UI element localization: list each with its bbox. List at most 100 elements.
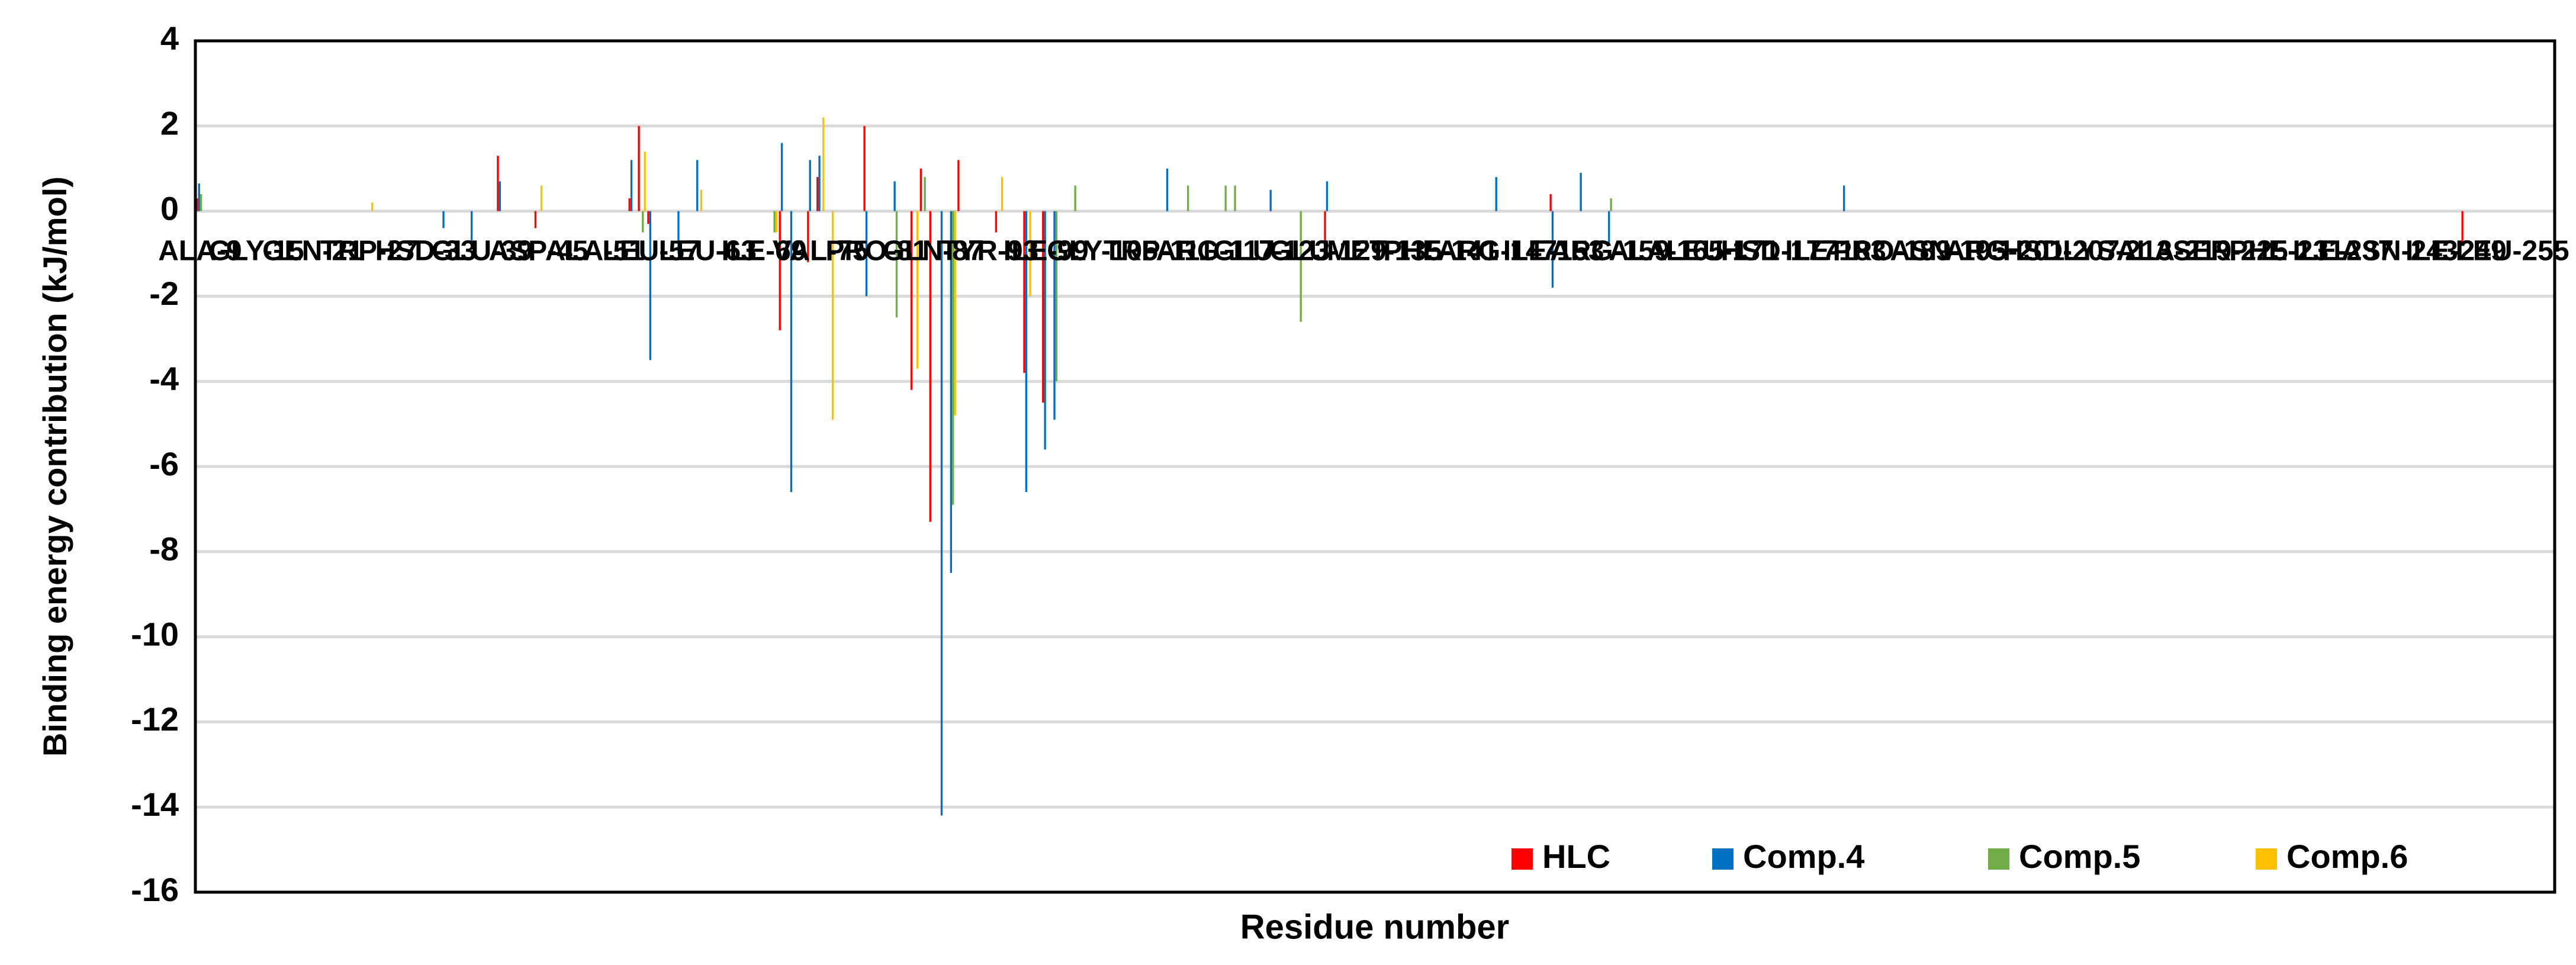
bar xyxy=(952,211,954,505)
bar xyxy=(863,126,866,211)
x-tick-label: ILE-183 xyxy=(1785,235,1886,266)
bar xyxy=(200,194,202,211)
bar xyxy=(470,211,473,246)
x-tick-label: ARG-159 xyxy=(1550,235,1670,266)
x-tick-label: ARG-117 xyxy=(1156,235,1275,266)
bar xyxy=(1551,211,1554,288)
bar xyxy=(1001,177,1004,211)
x-tick-label: TRP-27 xyxy=(320,235,418,266)
bar xyxy=(1186,185,1189,211)
y-tick-label: -4 xyxy=(149,360,179,397)
bar xyxy=(950,211,953,573)
bar xyxy=(497,156,499,211)
x-tick-label: PRO-81 xyxy=(825,235,928,266)
bar xyxy=(816,177,819,211)
x-tick-label: PRO-189 xyxy=(1833,235,1951,266)
bar xyxy=(1580,172,1582,211)
legend-label: Comp.5 xyxy=(2019,838,2140,875)
bar xyxy=(1269,189,1272,211)
y-tick-label: -14 xyxy=(131,786,179,823)
bar xyxy=(893,181,896,211)
bar xyxy=(1029,211,1031,297)
bar xyxy=(1495,177,1497,211)
x-tick-label: GLN-87 xyxy=(883,235,984,266)
legend-label: Comp.6 xyxy=(2286,838,2408,875)
bar xyxy=(1023,211,1025,373)
y-tick-label: -12 xyxy=(131,700,179,738)
x-tick-label: GLU-123 xyxy=(1213,235,1330,266)
x-tick-label: LEU-255 xyxy=(2456,235,2569,266)
bar xyxy=(1842,185,1845,211)
x-axis-label: Residue number xyxy=(1240,908,1509,946)
y-tick-label: -8 xyxy=(149,530,179,568)
x-tick-label: SER-225 xyxy=(2173,235,2288,266)
x-tick-label: HSD-33 xyxy=(375,235,477,266)
bar xyxy=(696,160,699,211)
y-tick-label: -2 xyxy=(149,275,179,312)
x-tick-label: GLN-21 xyxy=(262,235,364,266)
plot-frame xyxy=(194,39,2556,894)
x-tick-label: ASP-45 xyxy=(488,235,588,266)
bar xyxy=(924,177,926,211)
legend-swatch xyxy=(2256,848,2277,870)
bar xyxy=(677,211,680,254)
x-tick-label: ILE-69 xyxy=(722,235,807,266)
bar xyxy=(644,151,646,211)
bar xyxy=(818,156,821,211)
x-tick-label: ALA-51 xyxy=(545,235,645,266)
bar xyxy=(807,211,809,262)
bar xyxy=(630,160,633,211)
x-tick-label: HSD-207 xyxy=(2003,235,2120,266)
x-tick-label: PHE-141 xyxy=(1383,235,1498,266)
bar xyxy=(1608,211,1610,246)
x-tick-label: GLY-15 xyxy=(209,235,304,266)
x-tick-label: MET-135 xyxy=(1327,235,1442,266)
bar xyxy=(638,126,640,211)
bar xyxy=(809,160,811,211)
x-tick-label: ASN-243 xyxy=(2341,235,2458,266)
bar xyxy=(790,211,793,493)
x-tick-label: LEU-57 xyxy=(602,235,700,266)
x-tick-label: ILE-237 xyxy=(2292,235,2394,266)
bar xyxy=(1610,198,1612,211)
x-tick-label: ILE-153 xyxy=(1503,235,1604,266)
bar xyxy=(865,211,868,297)
bar xyxy=(649,211,652,361)
y-axis-label: Binding energy contribution (kJ/mol) xyxy=(36,176,73,757)
bar xyxy=(1025,211,1028,493)
bar xyxy=(1044,211,1046,450)
legend-label: HLC xyxy=(1542,838,1610,875)
bar xyxy=(779,211,781,330)
bar xyxy=(957,160,960,211)
y-tick-label: -6 xyxy=(149,445,179,482)
bar xyxy=(919,168,922,211)
x-tick-label: ARG-201 xyxy=(1945,235,2065,266)
legend-label: Comp.4 xyxy=(1743,838,1864,875)
x-tick-label: ALA-9 xyxy=(158,235,242,266)
bar xyxy=(1055,211,1058,382)
bar xyxy=(1053,211,1056,420)
y-tick-label: 2 xyxy=(160,105,179,142)
x-tick-label: ILE-99 xyxy=(1004,235,1089,266)
legend-swatch xyxy=(1511,848,1533,870)
bar xyxy=(995,211,998,233)
bar xyxy=(1234,185,1236,211)
bar xyxy=(1326,181,1329,211)
bar xyxy=(700,189,703,211)
x-tick-label: VAL-75 xyxy=(773,235,869,266)
x-tick-label: LEU-63 xyxy=(659,235,757,266)
x-tick-label: ASN-195 xyxy=(1890,235,2006,266)
bar xyxy=(442,211,445,229)
x-tick-label: ALA-219 xyxy=(2117,235,2232,266)
bar xyxy=(1074,185,1076,211)
bar xyxy=(196,198,198,211)
bar xyxy=(1549,194,1552,211)
bar xyxy=(1300,211,1302,322)
y-tick-label: -16 xyxy=(131,871,179,908)
legend-swatch xyxy=(1712,848,1734,870)
x-tick-label: LYS-213 xyxy=(2063,235,2172,266)
bar xyxy=(2461,211,2464,246)
x-tick-label: ALA-165 xyxy=(1609,235,1724,266)
